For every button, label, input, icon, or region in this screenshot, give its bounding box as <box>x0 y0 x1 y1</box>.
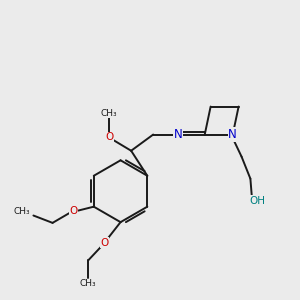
Text: CH₃: CH₃ <box>80 280 97 289</box>
Text: O: O <box>69 206 77 216</box>
Text: O: O <box>105 133 113 142</box>
Text: CH₃: CH₃ <box>13 208 30 217</box>
Text: N: N <box>228 128 237 141</box>
Text: O: O <box>100 238 109 248</box>
Text: OH: OH <box>250 196 266 206</box>
Text: CH₃: CH₃ <box>101 109 117 118</box>
Text: N: N <box>174 128 183 141</box>
